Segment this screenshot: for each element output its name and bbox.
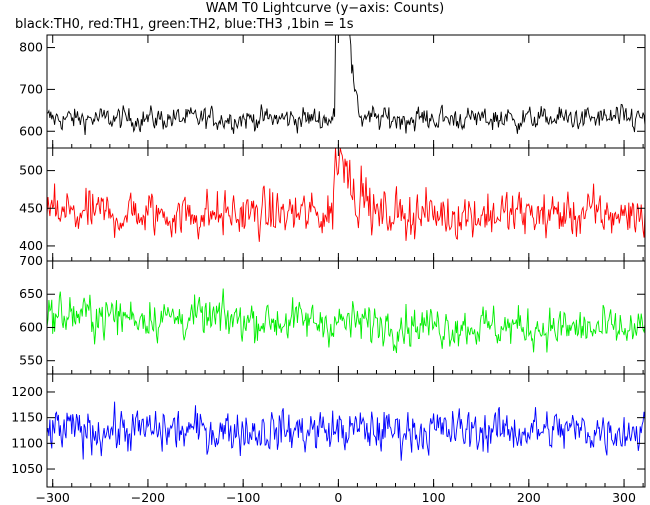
chart-subtitle: black:TH0, red:TH1, green:TH2, blue:TH3 … (15, 17, 354, 32)
panel-frame-th0 (46, 34, 646, 149)
y-tick-label: 1200 (11, 384, 43, 399)
y-tick-label: 1100 (11, 435, 43, 450)
y-tick-label: 500 (19, 163, 43, 178)
series-line-th1 (46, 147, 646, 242)
y-tick-label: 550 (19, 353, 43, 368)
x-tick-label: −200 (131, 490, 165, 505)
series-line-th3 (46, 401, 646, 461)
panel-frame-th2 (46, 260, 646, 375)
series-line-th0 (46, 34, 646, 136)
y-tick-label: 1150 (11, 410, 43, 425)
x-tick-label: 100 (422, 490, 446, 505)
y-tick-label: 700 (19, 253, 43, 268)
y-tick-label: 600 (19, 319, 43, 334)
x-tick-label: −300 (36, 490, 70, 505)
x-tick-label: −100 (226, 490, 260, 505)
y-tick-label: 400 (19, 238, 43, 253)
series-line-th2 (46, 288, 646, 354)
y-tick-label: 600 (19, 123, 43, 138)
y-tick-label: 700 (19, 81, 43, 96)
chart-title: WAM T0 Lightcurve (y−axis: Counts) (205, 1, 445, 16)
y-tick-label: 800 (19, 40, 43, 55)
y-tick-label: 450 (19, 200, 43, 215)
y-tick-label: 650 (19, 286, 43, 301)
x-tick-label: 200 (517, 490, 541, 505)
panel-frame-th3 (46, 373, 646, 488)
y-tick-label: 1050 (11, 461, 43, 476)
x-tick-label: 0 (334, 490, 342, 505)
x-tick-label: 300 (612, 490, 636, 505)
